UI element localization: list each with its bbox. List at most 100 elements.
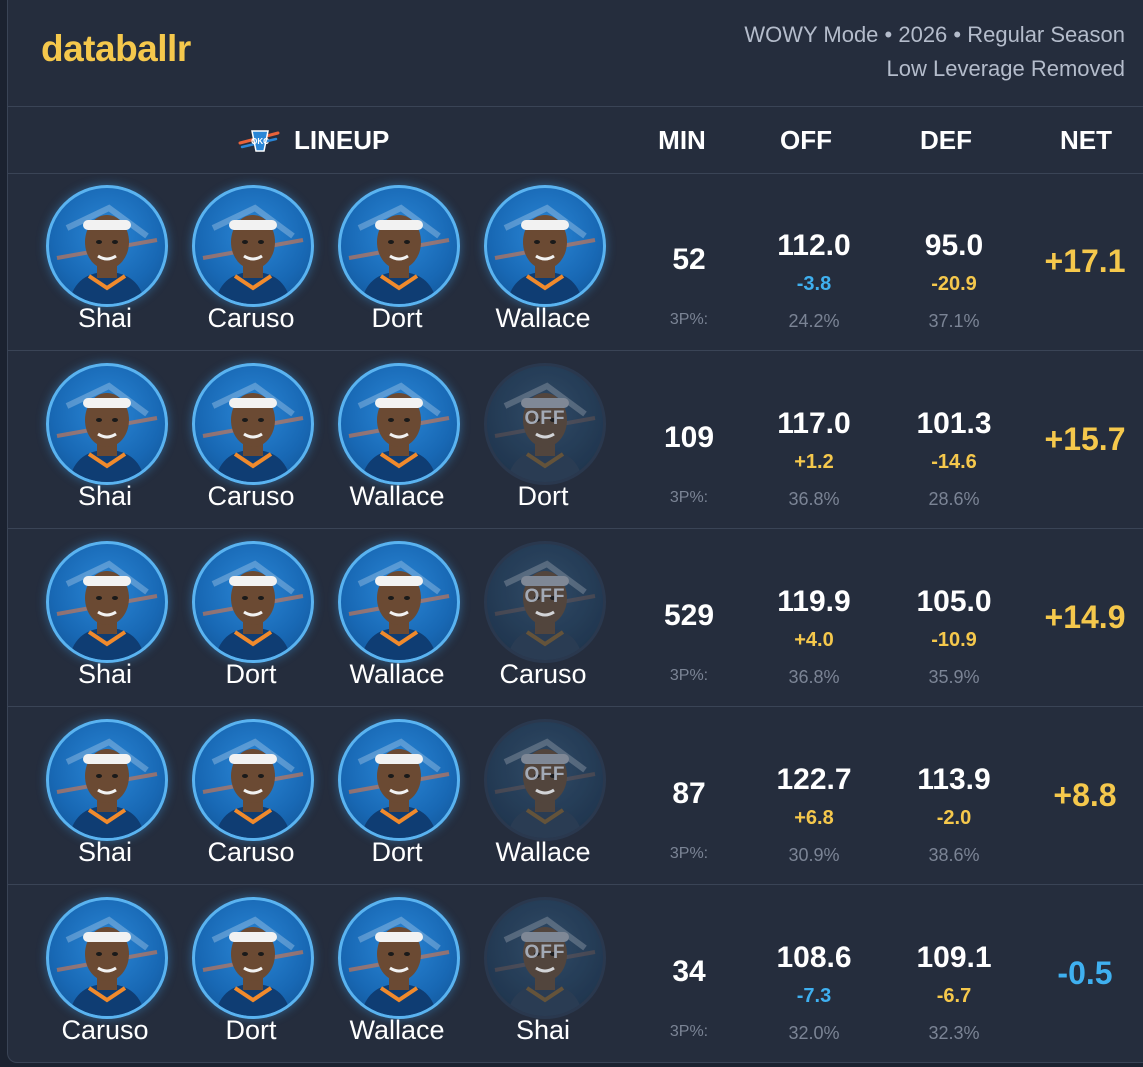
player-avatar[interactable]	[338, 897, 460, 1019]
def-rating-diff: -20.9	[931, 273, 977, 295]
player-avatar[interactable]	[46, 719, 168, 841]
player-wallace[interactable]: Wallace	[324, 541, 470, 701]
player-avatar[interactable]	[46, 541, 168, 663]
lineup-row[interactable]: Shai Dort Wallace OFF Caruso 529 3P%: 119.9 +4.0…	[8, 529, 1143, 707]
player-name: Wallace	[349, 659, 445, 689]
net-header[interactable]: NET	[1060, 125, 1112, 155]
player-caruso[interactable]: Caruso	[178, 719, 324, 879]
player-dort[interactable]: Dort	[178, 541, 324, 701]
player-name: Dort	[225, 659, 277, 689]
player-shai[interactable]: Shai	[32, 541, 178, 701]
player-caruso[interactable]: Caruso	[178, 363, 324, 523]
brand-logo[interactable]: databallr	[41, 28, 191, 69]
player-avatar[interactable]	[192, 897, 314, 1019]
three-pt-label: 3P%:	[669, 489, 709, 506]
player-caruso[interactable]: Caruso	[32, 897, 178, 1057]
table-header: OKC LINEUP MIN OFF DEF NET	[8, 106, 1143, 174]
player-caruso[interactable]: Caruso	[178, 185, 324, 345]
def-rating-value: 105.0	[916, 585, 992, 618]
player-name: Dort	[371, 303, 423, 333]
player-shai[interactable]: Shai	[32, 719, 178, 879]
player-name: Shai	[77, 481, 133, 511]
player-dort[interactable]: Dort	[324, 719, 470, 879]
player-avatar[interactable]: OFF	[484, 541, 606, 663]
off-rating-diff: +6.8	[794, 807, 834, 829]
off-badge: OFF	[524, 942, 566, 963]
def-three-pt-value: 32.3%	[928, 1023, 980, 1043]
lineup-row[interactable]: Caruso Dort Wallace OFF Shai 34 3P%: 108.6 -7.3 3…	[8, 885, 1143, 1062]
player-name: Caruso	[207, 481, 295, 511]
player-name: Wallace	[495, 303, 591, 333]
lineup-row[interactable]: Shai Caruso Dort OFF Wallace 87 3P%: 122.7 +6.8 3…	[8, 707, 1143, 885]
player-name: Dort	[371, 837, 423, 867]
player-avatar[interactable]	[338, 719, 460, 841]
player-caruso[interactable]: OFF Caruso	[470, 541, 616, 701]
player-avatar[interactable]: OFF	[484, 719, 606, 841]
player-wallace[interactable]: Wallace	[324, 897, 470, 1057]
off-badge: OFF	[524, 586, 566, 607]
minutes-value: 109	[663, 421, 715, 454]
def-rating-diff: -10.9	[931, 629, 977, 651]
minutes-value: 52	[672, 243, 706, 276]
off-rating-value: 119.9	[777, 585, 851, 618]
player-avatar[interactable]	[192, 541, 314, 663]
player-shai[interactable]: OFF Shai	[470, 897, 616, 1057]
net-rating-value: +15.7	[1044, 421, 1126, 457]
player-name: Dort	[225, 1015, 277, 1045]
off-three-pt-value: 30.9%	[788, 845, 840, 865]
player-avatar[interactable]	[338, 541, 460, 663]
lineup-row[interactable]: Shai Caruso Dort Wallace 52 3P%: 112.0 -3.8 24.2…	[8, 173, 1143, 351]
player-avatar[interactable]	[46, 897, 168, 1019]
player-wallace[interactable]: OFF Wallace	[470, 719, 616, 879]
def-three-pt-value: 37.1%	[928, 311, 980, 331]
player-dort[interactable]: Dort	[178, 897, 324, 1057]
off-three-pt-value: 36.8%	[788, 667, 840, 687]
player-name: Shai	[77, 659, 133, 689]
player-shai[interactable]: Shai	[32, 185, 178, 345]
off-three-pt-value: 24.2%	[788, 311, 840, 331]
mode-line: WOWY Mode • 2026 • Regular Season	[744, 22, 1125, 47]
player-dort[interactable]: OFF Dort	[470, 363, 616, 523]
player-avatar[interactable]	[46, 185, 168, 307]
player-name: Caruso	[207, 303, 295, 333]
def-three-pt-value: 35.9%	[928, 667, 980, 687]
player-avatar[interactable]	[192, 185, 314, 307]
player-wallace[interactable]: Wallace	[324, 363, 470, 523]
net-rating-value: +8.8	[1053, 777, 1117, 813]
def-rating-diff: -14.6	[931, 451, 977, 473]
def-header[interactable]: DEF	[920, 125, 972, 155]
lineup-header: OKC LINEUP	[238, 107, 408, 173]
player-avatar[interactable]: OFF	[484, 363, 606, 485]
minutes-value: 34	[672, 955, 706, 988]
off-rating-diff: -7.3	[796, 985, 832, 1007]
player-avatar[interactable]: OFF	[484, 897, 606, 1019]
player-avatar[interactable]	[46, 363, 168, 485]
net-rating-value: -0.5	[1057, 955, 1113, 991]
player-name: Caruso	[499, 659, 587, 689]
mode-info: WOWY Mode • 2026 • Regular Season Low Le…	[744, 18, 1125, 86]
player-avatar[interactable]	[484, 185, 606, 307]
off-header[interactable]: OFF	[780, 125, 832, 155]
player-name: Caruso	[207, 837, 295, 867]
player-avatar[interactable]	[192, 719, 314, 841]
off-three-pt-value: 36.8%	[788, 489, 840, 509]
player-name: Dort	[517, 481, 569, 511]
lineup-row[interactable]: Shai Caruso Wallace OFF Dort 109 3P%: 117.0 +1.2…	[8, 351, 1143, 529]
min-header[interactable]: MIN	[658, 125, 706, 155]
def-three-pt-value: 38.6%	[928, 845, 980, 865]
off-three-pt-value: 32.0%	[788, 1023, 840, 1043]
player-shai[interactable]: Shai	[32, 363, 178, 523]
three-pt-label: 3P%:	[669, 667, 709, 684]
def-rating-value: 95.0	[924, 229, 984, 262]
player-avatar[interactable]	[338, 363, 460, 485]
lineup-header-label: LINEUP	[294, 125, 390, 155]
def-rating-value: 113.9	[917, 763, 991, 796]
def-rating-value: 101.3	[916, 407, 992, 440]
player-wallace[interactable]: Wallace	[470, 185, 616, 345]
player-dort[interactable]: Dort	[324, 185, 470, 345]
off-rating-value: 108.6	[776, 941, 852, 974]
player-avatar[interactable]	[192, 363, 314, 485]
player-avatar[interactable]	[338, 185, 460, 307]
team-logo-icon: OKC	[238, 130, 280, 152]
top-bar: databallr WOWY Mode • 2026 • Regular Sea…	[8, 0, 1143, 106]
